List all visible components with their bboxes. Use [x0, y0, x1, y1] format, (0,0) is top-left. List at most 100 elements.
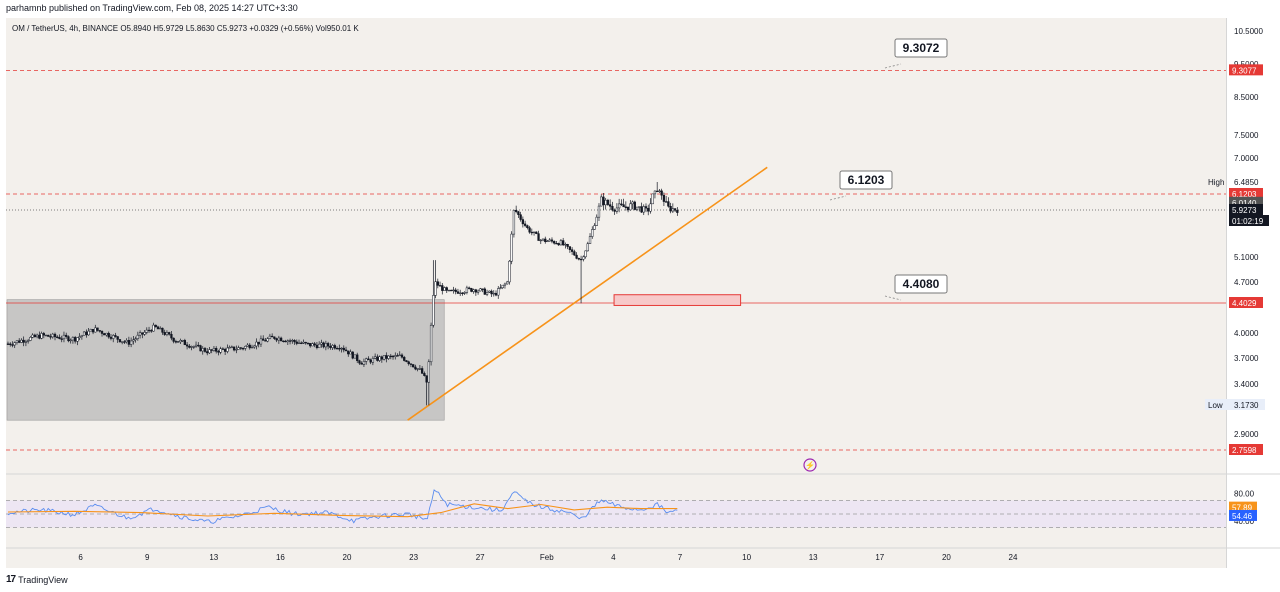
- candle-body: [226, 347, 229, 352]
- candle-body: [485, 292, 489, 295]
- candle-body: [136, 334, 139, 339]
- chart-pane[interactable]: [6, 18, 1226, 568]
- candle-body: [44, 334, 48, 337]
- candle-body: [96, 327, 99, 331]
- candle-body: [109, 336, 113, 339]
- high-value: 6.4850: [1234, 178, 1259, 187]
- candle-body: [611, 206, 614, 211]
- candle-body: [297, 342, 301, 344]
- candle-body: [438, 285, 442, 287]
- candle-body: [147, 329, 151, 332]
- candle-body: [600, 196, 603, 207]
- candle-body: [548, 239, 551, 242]
- candle-body: [562, 240, 565, 246]
- candle-body: [676, 210, 679, 213]
- candle-body: [132, 339, 135, 342]
- price-tick-label: 8.5000: [1234, 93, 1259, 102]
- candle-body: [190, 346, 193, 348]
- candle-body: [331, 345, 334, 348]
- candle-body: [409, 363, 413, 365]
- candle-body: [660, 190, 663, 196]
- candle-body: [353, 354, 357, 359]
- candle-body: [391, 355, 395, 358]
- rsi-tick-label: 40.00: [1234, 517, 1255, 526]
- candle-body: [559, 240, 563, 246]
- price-axis[interactable]: [1226, 18, 1280, 568]
- time-tick-label: 13: [209, 553, 218, 562]
- candle-body: [170, 334, 173, 339]
- rsi-badge: [1229, 509, 1257, 521]
- candle-body: [183, 340, 186, 346]
- time-tick-label: 16: [276, 553, 285, 562]
- candle-body: [210, 349, 213, 351]
- candle-body: [18, 340, 21, 343]
- candle-body: [53, 333, 57, 338]
- candle-body: [673, 208, 677, 211]
- candle-body: [65, 334, 68, 337]
- candle-body: [530, 231, 533, 234]
- candle-body: [315, 344, 319, 348]
- price-badge-label: 5.9273: [1232, 206, 1257, 215]
- candle-body: [174, 341, 178, 343]
- price-tick-label: 5.1000: [1234, 253, 1259, 262]
- candle-body: [116, 336, 119, 340]
- candle-body: [56, 336, 59, 338]
- callout-box: [894, 38, 948, 58]
- candle-body: [427, 361, 430, 383]
- target-zone: [613, 294, 742, 306]
- candle-body: [389, 355, 392, 358]
- candle-body: [188, 345, 191, 348]
- lightning-icon: [803, 458, 817, 472]
- candle-body: [6, 343, 10, 345]
- price-badge: [1229, 204, 1263, 215]
- candle-body: [396, 355, 399, 357]
- candle-body: [103, 333, 106, 336]
- candle-body: [647, 207, 650, 212]
- tradingview-logo[interactable]: 17 TradingView: [6, 574, 68, 585]
- candle-body: [309, 343, 312, 347]
- time-tick-label: 4: [611, 553, 616, 562]
- candle-body: [201, 348, 204, 352]
- candle-body: [429, 324, 433, 363]
- candle-body: [208, 349, 211, 354]
- candle-body: [255, 341, 258, 347]
- candle-body: [181, 340, 184, 342]
- candle-body: [640, 206, 643, 213]
- candle-body: [35, 334, 39, 338]
- candle-body: [622, 204, 625, 208]
- callout-leader: [884, 295, 902, 301]
- candle-body: [550, 239, 554, 242]
- low-value: 3.1730: [1234, 401, 1259, 410]
- candle-body: [588, 236, 592, 244]
- low-label: Low: [1208, 401, 1223, 410]
- candle-body: [212, 348, 216, 351]
- candle-body: [369, 359, 372, 363]
- candle-body: [311, 343, 314, 347]
- candle-body: [241, 347, 245, 350]
- candle-body: [629, 203, 632, 211]
- candle-body: [584, 250, 587, 258]
- candle-body: [459, 292, 462, 294]
- candle-body: [82, 331, 86, 336]
- candle-body: [235, 349, 238, 351]
- candle-body: [342, 347, 345, 351]
- candle-body: [492, 292, 495, 295]
- candle-body: [671, 208, 675, 212]
- candle-body: [420, 368, 424, 374]
- symbol-legend[interactable]: OM / TetherUS, 4h, BINANCE O5.8940 H5.97…: [12, 24, 359, 33]
- candle-body: [94, 327, 97, 333]
- candle-body: [161, 327, 164, 333]
- rsi-badge-label: 54.46: [1232, 512, 1253, 521]
- candle-body: [615, 207, 619, 212]
- price-tick-label: 3.4000: [1234, 380, 1259, 389]
- candle-body: [577, 258, 580, 260]
- candle-body: [223, 348, 227, 352]
- candle-body: [275, 338, 278, 341]
- candle-body: [123, 341, 126, 343]
- candle-body: [143, 332, 146, 335]
- candle-body: [253, 345, 256, 348]
- candle-body: [613, 209, 616, 212]
- candle-body: [141, 332, 144, 335]
- candle-body: [329, 345, 332, 348]
